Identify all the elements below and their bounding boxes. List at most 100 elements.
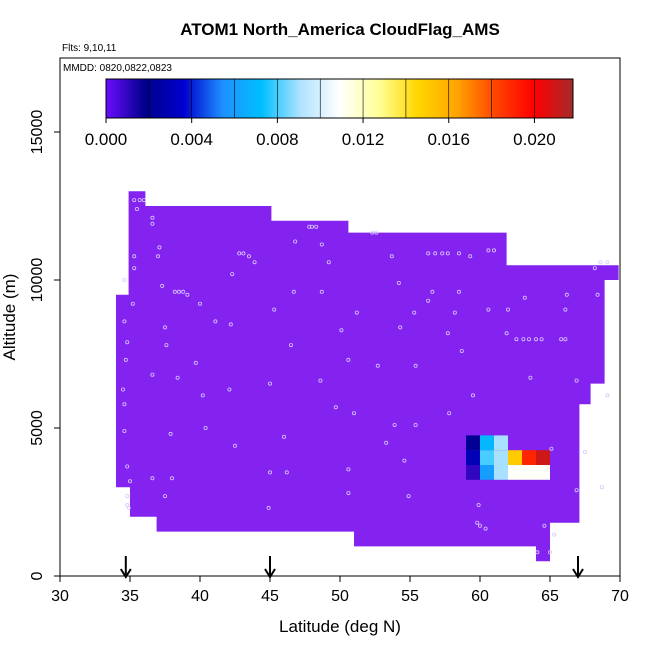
heatmap-cell (494, 465, 508, 480)
colorbar-gradient (105, 78, 574, 119)
sample-point (246, 254, 251, 259)
y-tick-label: 0 (29, 571, 46, 580)
sample-point (396, 280, 401, 285)
sample-point (486, 248, 491, 253)
heatmap-cell (480, 450, 494, 465)
sample-point (456, 251, 461, 256)
sample-point (132, 266, 137, 271)
sample-point (440, 251, 445, 256)
sample-point (413, 363, 418, 368)
sample-point (374, 230, 379, 235)
sample-point (549, 446, 554, 451)
sample-point (346, 467, 351, 472)
sample-point (237, 251, 242, 256)
sample-point (176, 289, 181, 294)
sample-point (172, 289, 177, 294)
sample-point (559, 337, 564, 342)
sample-point (230, 272, 235, 277)
colorbar-tick-label: 0.020 (513, 130, 556, 149)
sample-point (370, 230, 375, 235)
colorbar-tick-label: 0.016 (427, 130, 470, 149)
sample-point (175, 375, 180, 380)
sample-point (539, 337, 544, 342)
sample-point (281, 434, 286, 439)
sample-point (181, 289, 186, 294)
x-tick-label: 65 (541, 588, 559, 605)
x-tick-label: 55 (401, 588, 419, 605)
y-tick-label: 10000 (29, 258, 46, 303)
y-tick-label: 15000 (29, 110, 46, 155)
x-axis: 30 35 40 45 50 55 60 65 70 (51, 576, 629, 605)
sample-point (185, 292, 190, 297)
dates-note: MMDD: 0820,0822,0823 (63, 63, 172, 74)
sample-point (293, 239, 298, 244)
y-axis-label: Altitude (m) (0, 274, 19, 361)
sample-point (121, 387, 126, 392)
x-tick-label: 30 (51, 588, 69, 605)
colorbar-tick-label: 0.000 (85, 130, 128, 149)
heatmap-cell (522, 465, 536, 480)
sample-point (505, 307, 510, 312)
sample-point (127, 479, 132, 484)
sample-point (150, 372, 155, 377)
sample-point (413, 422, 418, 427)
colorbar: 0.000 0.004 0.008 0.012 0.016 0.020 (85, 78, 574, 149)
sample-point (564, 292, 569, 297)
sample-point (598, 260, 603, 265)
sample-point (583, 449, 588, 454)
sample-point (162, 494, 167, 499)
sample-point (527, 337, 532, 342)
heatmap-cell (508, 465, 522, 480)
sample-point (475, 520, 480, 525)
sample-point (433, 251, 438, 256)
sample-point (412, 310, 417, 315)
sample-point (483, 526, 488, 531)
sample-point (162, 325, 167, 330)
sample-point (504, 331, 509, 336)
sample-point (351, 411, 356, 416)
sample-point (319, 289, 324, 294)
heatmap-cell (466, 435, 480, 451)
sample-point (605, 393, 610, 398)
sample-point (354, 310, 359, 315)
colorbar-tick-label: 0.004 (170, 130, 213, 149)
sample-point (252, 260, 257, 265)
sample-point (339, 328, 344, 333)
colorbar-tick-label: 0.012 (342, 130, 385, 149)
sample-point (535, 550, 540, 555)
flight-envelope (116, 191, 619, 576)
sample-point (122, 428, 127, 433)
sample-point (346, 357, 351, 362)
sample-point (426, 298, 431, 303)
sample-point (592, 266, 597, 271)
x-tick-label: 35 (121, 588, 139, 605)
sample-point (522, 295, 527, 300)
sample-point (125, 340, 130, 345)
sample-point (552, 532, 557, 537)
heatmap-cell (522, 450, 536, 465)
chart-title: ATOM1 North_America CloudFlag_AMS (180, 20, 500, 39)
sample-point (134, 206, 139, 211)
sample-point (476, 502, 481, 507)
sample-point (284, 470, 289, 475)
sample-point (168, 431, 173, 436)
sample-point (595, 292, 600, 297)
x-tick-label: 40 (191, 588, 209, 605)
sample-point (272, 307, 277, 312)
sample-point (392, 422, 397, 427)
sample-point (528, 375, 533, 380)
sample-point (155, 254, 160, 259)
sample-point (605, 260, 610, 265)
x-tick-label: 50 (331, 588, 349, 605)
sample-point (122, 402, 127, 407)
x-tick-label: 60 (471, 588, 489, 605)
sample-point (266, 505, 271, 510)
sample-point (447, 411, 452, 416)
sample-point (150, 476, 155, 481)
sample-point (267, 470, 272, 475)
heatmap-cell (536, 450, 550, 465)
heatmap-cell (494, 450, 508, 465)
y-axis: 0 5000 10000 15000 (29, 110, 60, 580)
heatmap-cell (494, 435, 508, 451)
sample-point (241, 251, 246, 256)
